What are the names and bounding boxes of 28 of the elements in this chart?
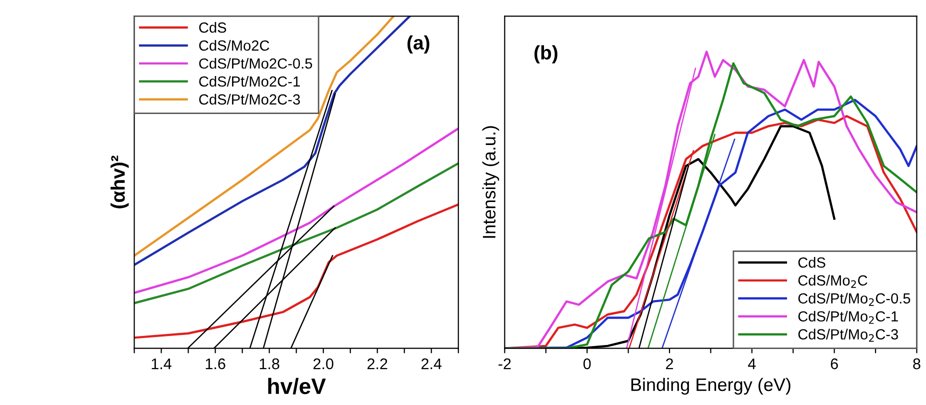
legend-label: CdS/Mo$_{2}$C bbox=[798, 274, 868, 288]
legend-label: CdS bbox=[199, 22, 226, 33]
y-axis-title: Intensity (a.u.) bbox=[482, 126, 500, 238]
x-tick-label: 2 bbox=[666, 358, 673, 370]
legend-label: CdS/Pt/Mo2C-1 bbox=[199, 76, 300, 87]
x-tick-label: 1.4 bbox=[152, 358, 172, 370]
x-tick-label: 2.0 bbox=[313, 358, 334, 370]
x-tick-label: 6 bbox=[830, 358, 838, 370]
annotation: (b) bbox=[534, 45, 558, 64]
x-tick-label: 1.6 bbox=[206, 358, 226, 370]
x-tick-label: 8 bbox=[913, 358, 920, 370]
legend-label: CdS/Pt/Mo$_{2}$C-0.5 bbox=[798, 292, 910, 306]
legend-label: CdS/Pt/Mo$_{2}$C-3 bbox=[798, 328, 898, 342]
x-axis-title: Binding Energy (eV) bbox=[631, 378, 790, 395]
x-tick-label: -2 bbox=[498, 358, 511, 370]
legend-label: CdS/Pt/Mo$_{2}$C-1 bbox=[798, 310, 898, 324]
legend-label: CdS/Mo2C bbox=[199, 40, 270, 51]
y-axis-title: (αhv)² bbox=[110, 156, 129, 208]
x-axis-title: hv/eV bbox=[268, 378, 326, 394]
annotation: (a) bbox=[407, 35, 430, 54]
legend-label: CdS bbox=[798, 256, 826, 268]
x-tick-label: 2.2 bbox=[367, 358, 388, 370]
x-tick-label: 4 bbox=[748, 358, 756, 370]
x-tick-label: 1.8 bbox=[260, 358, 280, 370]
x-tick-label: 0 bbox=[583, 358, 591, 370]
x-tick-label: 2.4 bbox=[422, 358, 442, 370]
legend-label: CdS/Pt/Mo2C-0.5 bbox=[199, 58, 312, 69]
legend-label: CdS/Pt/Mo2C-3 bbox=[199, 94, 300, 105]
